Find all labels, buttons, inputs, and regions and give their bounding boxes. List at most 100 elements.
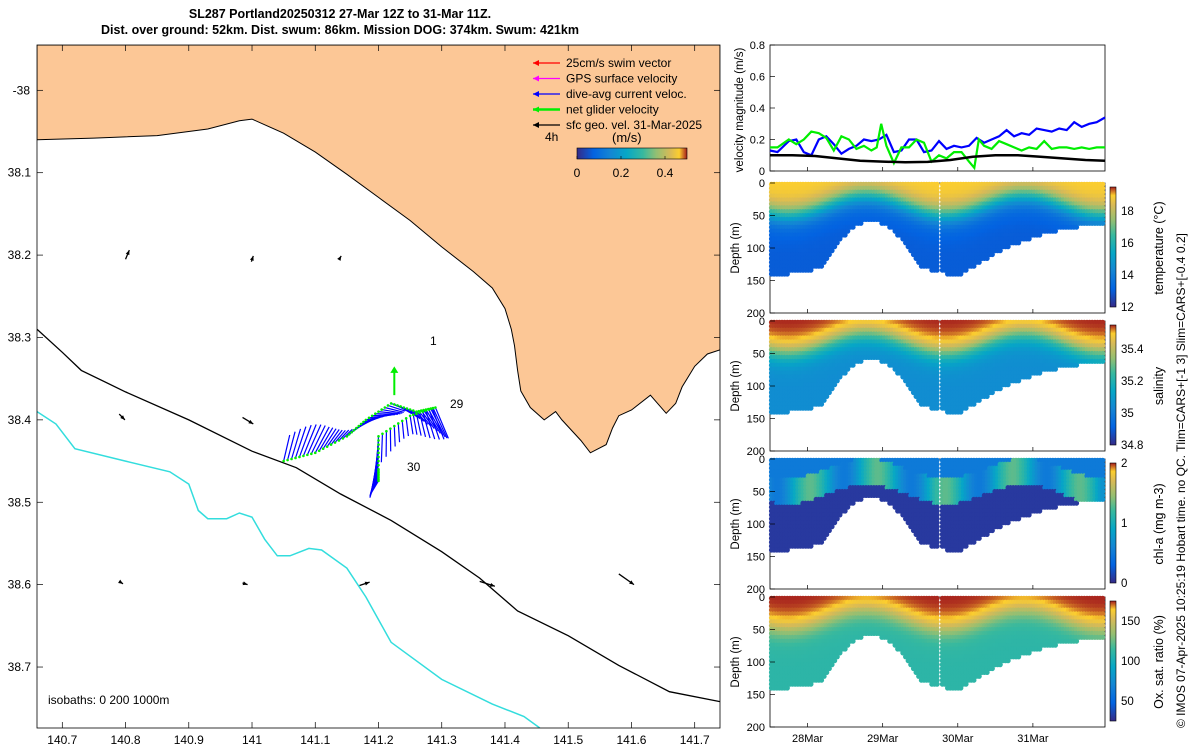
- dive-current-vector: [405, 418, 409, 437]
- net-velocity-point: [298, 455, 301, 459]
- net-velocity-point: [385, 429, 388, 433]
- net-velocity-point: [377, 435, 380, 438]
- net-velocity-point: [377, 451, 380, 455]
- map-xtick-label: 140.8: [111, 733, 141, 747]
- net-velocity-point: [367, 416, 371, 420]
- net-velocity-point: [286, 458, 289, 462]
- legend-label: net glider velocity: [566, 103, 659, 117]
- map-xtick-label: 141.6: [616, 733, 646, 747]
- dive-current-vector: [294, 426, 307, 459]
- legend-time-label: 4h: [545, 130, 558, 144]
- map-ytick-label: -38: [13, 83, 31, 97]
- dive-current-vector: [314, 426, 330, 454]
- section-ytick-label: 150: [747, 414, 765, 426]
- net-velocity-point: [377, 410, 380, 413]
- dive-current-vector: [370, 480, 380, 494]
- net-velocity-point: [424, 409, 428, 412]
- net-velocity-point: [282, 459, 285, 463]
- profile-sample: [842, 232, 848, 238]
- profile-sample: [845, 228, 851, 234]
- velocity-frame: [769, 44, 1106, 172]
- net-velocity-point: [408, 408, 412, 411]
- dive-current-vector: [425, 410, 436, 440]
- section-colorbar-tick-label: 35: [1121, 408, 1134, 420]
- net-velocity-point: [350, 430, 353, 434]
- net-velocity-point: [386, 404, 390, 407]
- net-velocity-point: [374, 412, 377, 415]
- dive-current-vector: [431, 408, 445, 440]
- legend-label: dive-avg current veloc.: [566, 87, 687, 101]
- velocity-series: [769, 116, 1106, 171]
- map-xtick-label: 141.5: [553, 733, 583, 747]
- net-velocity-point: [380, 408, 383, 411]
- surface-geo-arrowhead: [489, 583, 495, 587]
- section-colorbar-tick-label: 34.8: [1121, 440, 1143, 452]
- net-velocity-point: [329, 443, 333, 446]
- dive-current-vector: [412, 410, 425, 422]
- map-ytick-label: 38.6: [8, 578, 32, 592]
- day-label-29: 29: [450, 397, 464, 411]
- section-ylabel: Depth (m): [730, 360, 742, 411]
- dive-current-vector: [290, 428, 302, 460]
- section-colorbar-label: salinity: [1152, 366, 1166, 405]
- dive-current-vector: [428, 409, 440, 440]
- dive-current-vector: [406, 408, 418, 418]
- map-axes: 140.7 140.8 140.9 141 141.1 141.2 141.3 141.4 14…: [8, 45, 720, 747]
- profile-sample: [784, 271, 790, 277]
- dive-current-vector: [381, 408, 403, 414]
- velocity-axis: 00.20.40.60.8: [750, 40, 775, 178]
- profile-sample: [850, 224, 856, 230]
- dive-current-vector: [283, 434, 291, 462]
- legend-swatch-head: [533, 75, 539, 82]
- net-velocity-point: [313, 451, 317, 455]
- dive-current-vector: [318, 427, 334, 452]
- legend-label: GPS surface velocity: [566, 72, 677, 86]
- map-ytick-label: 38.5: [8, 495, 32, 509]
- map-legend: 25cm/s swim vector GPS surface velocitydi…: [533, 56, 702, 132]
- section-colorbar-tick-label: 16: [1121, 238, 1134, 250]
- dive-current-vector: [338, 429, 350, 441]
- legend-label: 25cm/s swim vector: [566, 56, 671, 70]
- net-velocity-point: [337, 439, 341, 442]
- net-velocity-point: [399, 405, 402, 408]
- dive-current-vector: [306, 424, 322, 456]
- net-velocity-point: [415, 412, 418, 415]
- section-colorbar-tick-label: 14: [1121, 270, 1134, 282]
- net-velocity-point: [306, 453, 309, 457]
- profile-sample: [858, 220, 864, 226]
- dive-current-vector: [298, 424, 312, 458]
- dive-current-vector: [412, 414, 418, 435]
- colorbar-title: (m/s): [612, 130, 642, 145]
- day-label-30: 30: [407, 460, 421, 474]
- profile-sample: [821, 259, 827, 265]
- dive-current-vector: [387, 404, 406, 412]
- dive-current-vector: [434, 407, 449, 439]
- dive-current-vector: [397, 423, 401, 443]
- surface-geo-arrowhead: [125, 250, 130, 256]
- net-velocity-point: [411, 413, 415, 417]
- dive-current-vector: [326, 429, 340, 447]
- map-ytick-label: 38.3: [8, 330, 32, 344]
- net-velocity-point: [370, 414, 374, 418]
- net-velocity-point: [347, 432, 351, 436]
- profile-sample: [1100, 358, 1106, 364]
- net-velocity-point: [377, 479, 380, 483]
- legend-swatch-head: [533, 91, 539, 97]
- isobath-1000m: [37, 410, 541, 728]
- surface-geo-arrowhead: [120, 415, 125, 420]
- velocity-line-sfc: [770, 154, 1106, 164]
- velocity-ytick-label: 0.6: [750, 72, 765, 84]
- net-velocity-point: [377, 447, 380, 451]
- section-profiles: [768, 181, 1106, 277]
- colorbar-tick-label: 0.2: [613, 166, 630, 180]
- section-colorbar-tick-label: 35.4: [1121, 344, 1144, 356]
- net-velocity-point: [362, 420, 365, 424]
- colorbar-tick-label: 0.4: [657, 166, 674, 180]
- surface-geo-arrowhead: [249, 255, 254, 261]
- profile-sample: [829, 248, 835, 254]
